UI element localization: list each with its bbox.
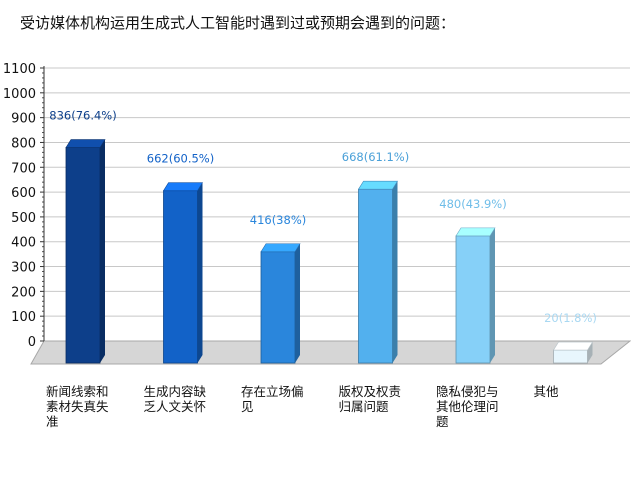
bar-6 — [552, 341, 594, 364]
bar-side — [197, 182, 203, 363]
y-tick-label: 900 — [11, 112, 36, 127]
bar-top — [455, 227, 496, 237]
bar-side — [295, 243, 300, 363]
data-labels: 836(76.4%) 662(60.5%) 416(38%) 668(61.1%) 48… — [49, 109, 597, 326]
x-category-label: 隐私侵犯与其他伦理问题 — [436, 384, 499, 429]
grid-layer — [44, 67, 630, 342]
x-category-label: 生成内容缺乏人文关怀 — [143, 384, 207, 414]
bar-3 — [260, 243, 301, 364]
bar-front — [163, 190, 198, 364]
y-tick-label: 0 — [28, 335, 36, 350]
y-tick-label: 100 — [11, 310, 36, 325]
chart-title: 受访媒体机构运用生成式人工智能时遇到过或预期会遇到的问题： — [20, 14, 456, 32]
y-tick-label: 1100 — [3, 62, 36, 77]
y-tick-label: 600 — [11, 186, 36, 201]
bars — [65, 139, 594, 364]
data-label: 416(38%) — [250, 213, 306, 227]
data-label: 668(61.1%) — [342, 150, 409, 164]
data-label: 480(43.9%) — [439, 197, 506, 211]
x-category-label: 其他 — [533, 384, 559, 399]
bar-1 — [65, 139, 106, 364]
data-label: 836(76.4%) — [49, 109, 116, 123]
bar-side — [392, 181, 398, 363]
bar-side — [490, 227, 495, 363]
bar-side — [587, 342, 593, 363]
y-tick-label: 200 — [11, 285, 36, 300]
bar-5 — [455, 227, 496, 364]
y-tick-label: 400 — [11, 236, 36, 251]
bar-front — [553, 349, 588, 364]
bar-front — [455, 235, 491, 364]
bar-2 — [162, 182, 204, 364]
bar-top — [357, 180, 399, 190]
y-tick-label: 500 — [11, 211, 36, 226]
bar-4 — [357, 180, 399, 364]
data-label: 20(1.8%) — [544, 311, 597, 325]
bar-front — [358, 188, 393, 364]
x-category-label: 存在立场偏见 — [241, 384, 304, 414]
y-axis: 0 100 200 300 400 500 600 700 800 900 1000 1100 — [3, 62, 45, 350]
bar-top — [552, 341, 594, 351]
x-category-label: 新闻线索和素材失真失准 — [46, 384, 109, 429]
y-tick-label: 1000 — [3, 87, 36, 102]
bar-side — [100, 139, 105, 363]
y-tick-label: 700 — [11, 161, 36, 176]
x-category-label: 版权及权责归属问题 — [338, 384, 402, 414]
chart-floor — [30, 340, 631, 365]
y-tick-label: 300 — [11, 261, 36, 276]
y-tick-label: 800 — [11, 136, 36, 151]
bar-top — [162, 182, 204, 192]
floor-plane — [30, 340, 631, 365]
bar-front — [65, 147, 101, 364]
bar-front — [260, 251, 296, 364]
data-label: 662(60.5%) — [147, 152, 214, 166]
bar-top — [260, 243, 301, 253]
bar-top — [65, 139, 106, 148]
